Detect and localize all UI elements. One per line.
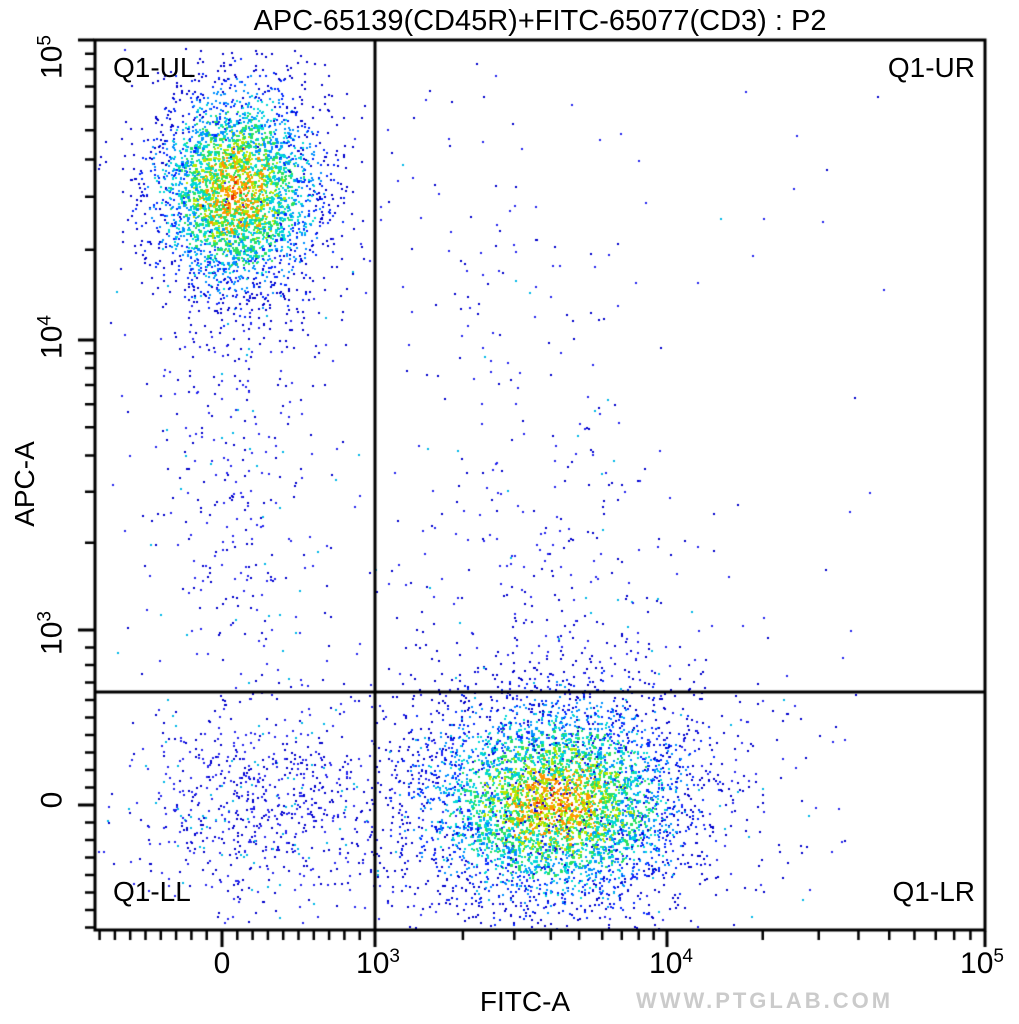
x-tick-label-0: 0 <box>213 947 231 980</box>
quadrant-label-lower-right: Q1-LR <box>892 876 975 907</box>
y-tick-label-0: 0 <box>35 791 69 809</box>
y-tick-label-1e5: 105 <box>34 35 69 79</box>
quadrant-label-lower-left: Q1-LL <box>113 876 191 907</box>
watermark: WWW.PTGLAB.COM <box>636 988 894 1013</box>
y-axis-title: APC-A <box>9 441 40 527</box>
x-axis-title: FITC-A <box>479 986 571 1017</box>
plot-title: APC-65139(CD45R)+FITC-65077(CD3) : P2 <box>253 5 827 37</box>
y-tick-label-1e4: 104 <box>34 315 69 359</box>
y-tick-label-1e3: 103 <box>34 611 69 655</box>
quadrant-label-upper-left: Q1-UL <box>113 52 196 83</box>
quadrant-label-upper-right: Q1-UR <box>887 52 975 83</box>
x-tick-label-1e4: 104 <box>649 946 693 980</box>
x-tick-label-1e5: 105 <box>960 946 1004 980</box>
x-tick-label-1e3: 103 <box>356 946 400 980</box>
